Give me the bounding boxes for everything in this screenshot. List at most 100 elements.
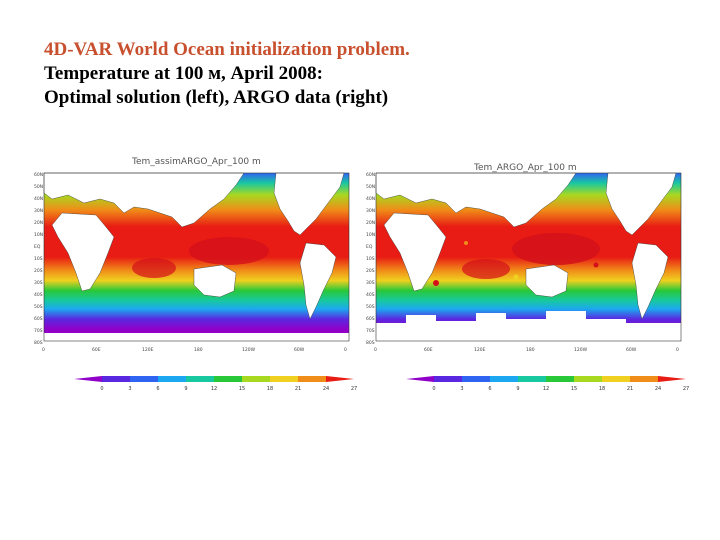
lat-tick: 40N <box>366 196 375 202</box>
lat-tick: 40S <box>34 292 43 298</box>
title-line-1: 4D-VAR World Ocean initialization proble… <box>44 39 410 60</box>
colorbar-swatch <box>574 376 603 382</box>
lat-tick: 80S <box>366 340 375 346</box>
lat-tick: 10S <box>34 256 43 262</box>
lat-tick: 70S <box>34 328 43 334</box>
lon-tick: 0 <box>374 347 377 353</box>
lat-tick: 30N <box>366 208 375 214</box>
colorbar-label: 3 <box>460 386 463 392</box>
colorbar-swatch <box>102 376 131 382</box>
colorbar-label: 15 <box>571 386 577 392</box>
colorbar-label: 24 <box>655 386 661 392</box>
map-panel-right: Tem_ARGO_Apr_100 m 60N 50N 40N 30N 20N 1… <box>366 155 686 355</box>
lat-tick: 50S <box>34 304 43 310</box>
lat-tick: EQ <box>34 244 41 250</box>
lat-tick: 60N <box>34 172 43 178</box>
colorbar-label: 12 <box>211 386 217 392</box>
colorbar-left: 0 3 6 9 12 15 18 21 24 27 <box>64 372 364 398</box>
lon-tick: 0 <box>676 347 679 353</box>
lon-tick: 180 <box>194 347 203 353</box>
map-panel-left: Tem_assimARGO_Apr_100 m 60N 50N 40N 30N <box>34 155 354 355</box>
lat-axis-right: 60N 50N 40N 30N 20N 10N EQ 10S 20S 30S 4… <box>366 172 375 346</box>
colorbar-svg-right: 0 3 6 9 12 15 18 21 24 27 <box>406 376 689 392</box>
colorbar-swatch <box>518 376 547 382</box>
lat-tick: 30N <box>34 208 43 214</box>
lon-axis-left: 0 60E 120E 180 120W 60W 0 <box>42 347 347 353</box>
lat-tick: 60N <box>366 172 375 178</box>
lat-tick: 60S <box>366 316 375 322</box>
colorbar-label: 24 <box>323 386 329 392</box>
title-line-2: Temperature at 100 м, April 2008: <box>44 63 323 84</box>
lat-tick: 20N <box>34 220 43 226</box>
colorbar-label: 18 <box>267 386 273 392</box>
lon-tick: 120W <box>242 347 256 353</box>
colorbar-label: 9 <box>516 386 519 392</box>
colorbar-label: 12 <box>543 386 549 392</box>
colorbar-swatch <box>214 376 243 382</box>
lat-tick: 30S <box>366 280 375 286</box>
lon-tick: 60W <box>294 347 305 353</box>
colorbar-swatch <box>242 376 271 382</box>
colorbar-swatch <box>130 376 159 382</box>
lat-tick: 20N <box>366 220 375 226</box>
colorbar-swatch <box>658 376 686 382</box>
colorbar-swatch <box>602 376 631 382</box>
lat-axis-left: 60N 50N 40N 30N 20N 10N EQ 10S 20S 30S 4… <box>34 172 43 346</box>
lat-tick: 80S <box>34 340 43 346</box>
colorbar-swatch <box>490 376 519 382</box>
colorbar-label: 0 <box>432 386 435 392</box>
colorbar-swatch <box>326 376 354 382</box>
lon-tick: 60E <box>92 347 101 353</box>
lat-tick: 70S <box>366 328 375 334</box>
lat-tick: 40N <box>34 196 43 202</box>
colorbar-label: 15 <box>239 386 245 392</box>
colorbar-label: 18 <box>599 386 605 392</box>
lon-tick: 180 <box>526 347 535 353</box>
colorbar-swatch <box>434 376 463 382</box>
map-title-right: Tem_ARGO_Apr_100 m <box>473 163 577 173</box>
colorbar-label: 27 <box>683 386 689 392</box>
colorbar-label: 27 <box>351 386 357 392</box>
lat-tick: EQ <box>366 244 373 250</box>
lat-tick: 30S <box>34 280 43 286</box>
lat-tick: 50S <box>366 304 375 310</box>
title-line-3: Optimal solution (left), ARGO data (righ… <box>44 87 389 108</box>
slide-title: 4D-VAR World Ocean initialization proble… <box>44 38 684 110</box>
colorbar-label: 3 <box>128 386 131 392</box>
map-title-left: Tem_assimARGO_Apr_100 m <box>131 157 261 167</box>
colorbar-label: 0 <box>100 386 103 392</box>
lat-tick: 60S <box>34 316 43 322</box>
lon-axis-right: 0 60E 120E 180 120W 60W 0 <box>374 347 679 353</box>
ocean-temperature-map-left <box>43 172 350 342</box>
colorbar-swatch <box>186 376 215 382</box>
lat-tick: 10S <box>366 256 375 262</box>
lon-tick: 60W <box>626 347 637 353</box>
lon-tick: 120E <box>474 347 486 353</box>
colorbar-swatch <box>462 376 491 382</box>
colorbar-right: 0 3 6 9 12 15 18 21 24 27 <box>396 372 696 398</box>
lat-tick: 40S <box>366 292 375 298</box>
ocean-temperature-map-right <box>375 172 682 342</box>
colorbar-label: 6 <box>156 386 159 392</box>
colorbar-swatch <box>74 376 102 382</box>
colorbar-swatch <box>630 376 659 382</box>
lon-tick: 0 <box>42 347 45 353</box>
lon-tick: 120W <box>574 347 588 353</box>
colorbar-swatch <box>546 376 575 382</box>
lat-tick: 50N <box>34 184 43 190</box>
colorbar-label: 21 <box>627 386 633 392</box>
colorbar-swatch <box>270 376 299 382</box>
colorbar-swatch <box>298 376 327 382</box>
lat-tick: 20S <box>34 268 43 274</box>
lon-tick: 60E <box>424 347 433 353</box>
lat-tick: 20S <box>366 268 375 274</box>
lon-tick: 120E <box>142 347 154 353</box>
colorbar-swatch <box>158 376 187 382</box>
lat-tick: 50N <box>366 184 375 190</box>
colorbar-label: 6 <box>488 386 491 392</box>
colorbar-label: 21 <box>295 386 301 392</box>
colorbar-label: 9 <box>184 386 187 392</box>
lat-tick: 10N <box>366 232 375 238</box>
colorbar-svg-left: 0 3 6 9 12 15 18 21 24 27 <box>74 376 357 392</box>
colorbar-swatch <box>406 376 434 382</box>
